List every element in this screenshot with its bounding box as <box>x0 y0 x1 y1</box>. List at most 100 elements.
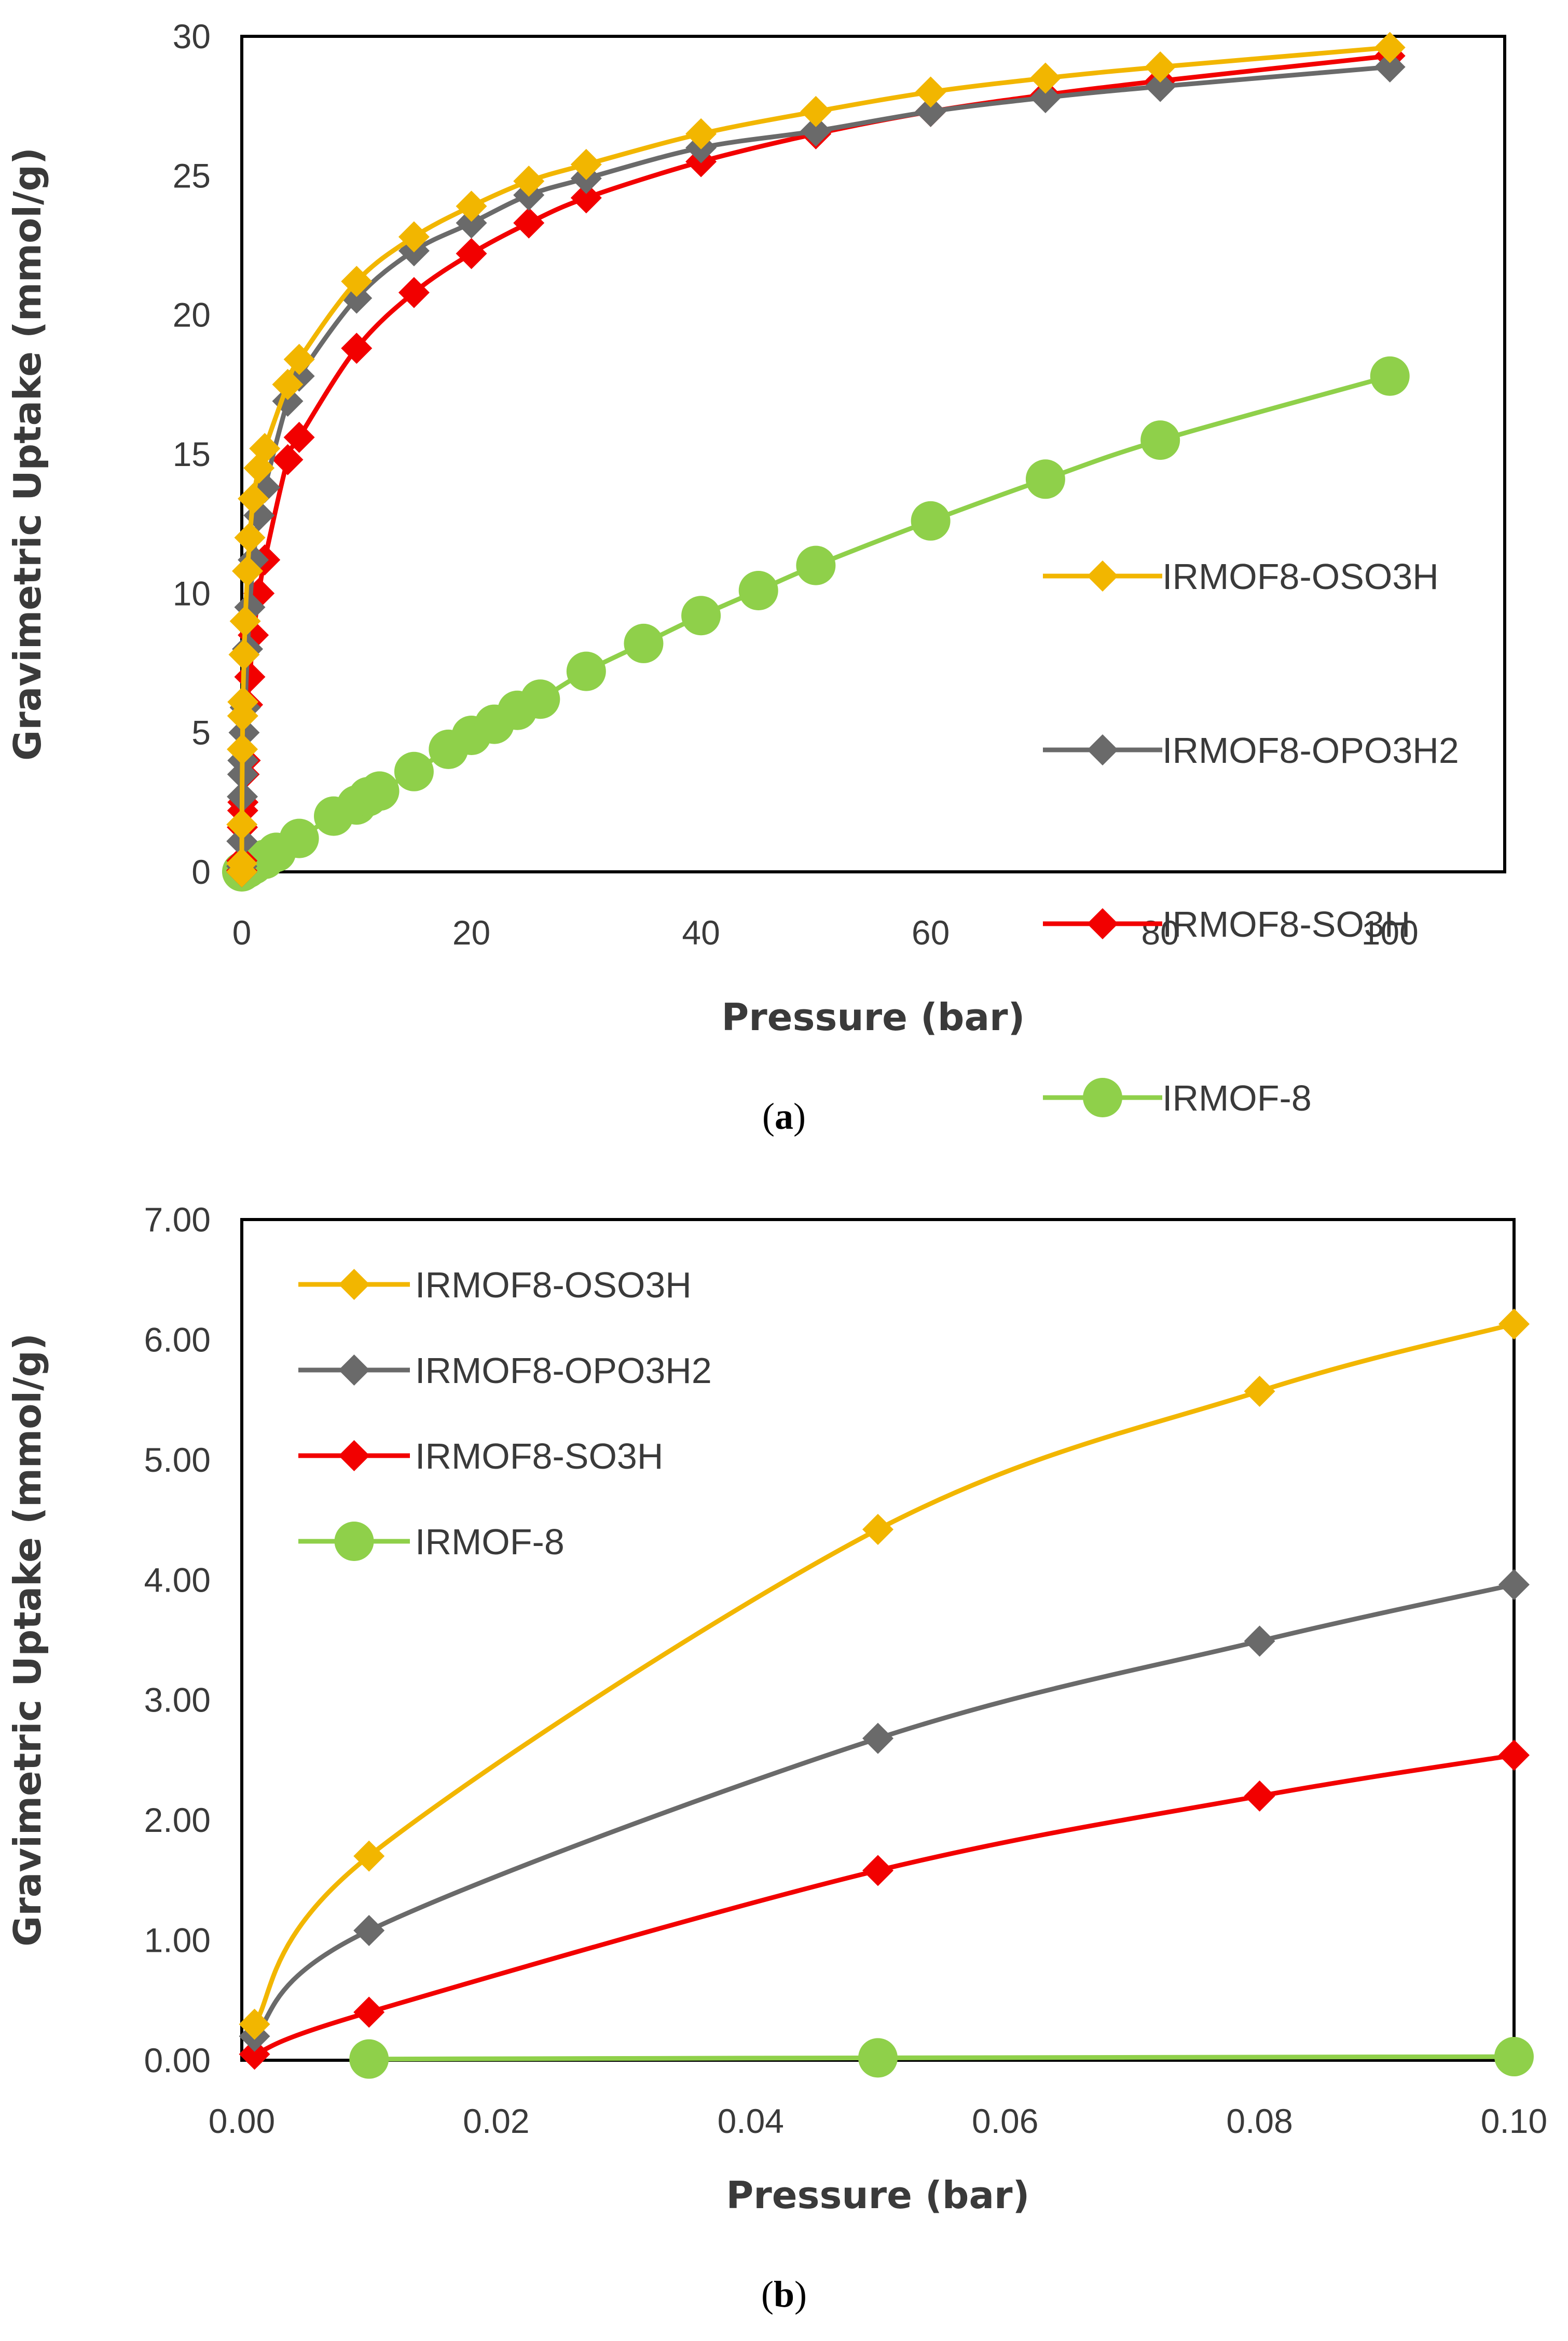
caption-letter: b <box>774 2274 794 2315</box>
series-irmof8-so3h <box>239 1740 1530 2070</box>
x-tick-label: 0.02 <box>463 2102 529 2140</box>
legend-label: IRMOF8-SO3H <box>1162 904 1410 944</box>
data-point <box>234 661 266 693</box>
series-line <box>252 1582 1517 2039</box>
data-point <box>681 596 721 636</box>
legend-label: IRMOF8-OPO3H2 <box>415 1350 712 1391</box>
data-point <box>283 421 315 453</box>
legend-label: IRMOF8-OSO3H <box>1162 556 1439 597</box>
x-tick-label: 0.06 <box>972 2102 1038 2140</box>
data-point <box>570 148 602 180</box>
data-point <box>915 95 946 127</box>
data-point <box>360 771 400 811</box>
legend-label: IRMOF8-OPO3H2 <box>1162 730 1459 771</box>
legend-marker <box>338 1440 370 1471</box>
data-point <box>796 545 836 585</box>
data-point <box>1244 1375 1275 1407</box>
x-tick-label: 40 <box>682 913 720 952</box>
data-point <box>234 522 266 553</box>
legend-item: IRMOF8-SO3H <box>1043 904 1410 944</box>
data-point <box>915 76 946 108</box>
y-axis-title: Gravimetric Uptake (mmol/g) <box>6 1333 49 1947</box>
data-point <box>624 623 664 663</box>
data-point <box>341 333 373 364</box>
y-tick-label: 15 <box>173 435 211 473</box>
data-point <box>862 1855 893 1886</box>
legend-label: IRMOF-8 <box>415 1522 565 1562</box>
legend: IRMOF8-OSO3H IRMOF8-OPO3H2 IRMOF8-SO3H IRMO… <box>1043 556 1459 1118</box>
caption-close: ) <box>793 1096 806 1137</box>
data-point <box>227 686 259 718</box>
legend-label: IRMOF8-OSO3H <box>415 1265 692 1305</box>
data-point <box>283 344 315 375</box>
plot-frame <box>240 35 1506 873</box>
chart-b: 0.00 1.00 2.00 3.00 4.00 5.00 6.00 7.00 0.00 0.02… <box>6 1200 1547 2315</box>
data-point <box>1029 82 1061 114</box>
data-point <box>228 639 260 670</box>
caption-open: ( <box>761 2274 774 2315</box>
x-tick-label: 80 <box>1141 913 1179 952</box>
y-tick-label: 10 <box>173 574 211 612</box>
legend-item: IRMOF-8 <box>1043 1078 1312 1118</box>
data-point <box>1374 51 1406 83</box>
data-point <box>862 1722 893 1754</box>
data-point <box>513 207 545 239</box>
figure-caption: (a) <box>762 1096 806 1137</box>
legend-marker <box>1087 908 1118 939</box>
legend-marker <box>1087 734 1118 765</box>
data-point <box>456 207 487 239</box>
legend-marker <box>1087 560 1118 592</box>
caption-letter: a <box>775 1096 793 1137</box>
data-point <box>353 1996 385 2028</box>
data-point <box>862 1514 893 1545</box>
data-point <box>349 2039 389 2079</box>
data-point <box>226 809 258 840</box>
data-point <box>1494 2037 1534 2077</box>
data-point <box>272 444 304 475</box>
x-axis-title: Pressure (bar) <box>722 995 1025 1039</box>
x-axis-title: Pressure (bar) <box>726 2173 1030 2217</box>
data-point <box>272 368 304 400</box>
legend-label: IRMOF-8 <box>1162 1078 1312 1118</box>
y-tick-label: 5 <box>191 714 211 752</box>
data-point <box>227 733 258 765</box>
series-line <box>239 374 1393 874</box>
legend-item: IRMOF8-OPO3H2 <box>298 1350 712 1391</box>
data-point <box>570 182 602 214</box>
data-point <box>911 501 951 541</box>
legend-marker <box>338 1269 370 1300</box>
caption-close: ) <box>794 2274 807 2315</box>
series-irmof-8 <box>222 356 1410 892</box>
data-point <box>800 115 832 147</box>
data-point <box>238 483 269 514</box>
y-tick-label: 25 <box>173 156 211 195</box>
legend: IRMOF8-OSO3H IRMOF8-OPO3H2 IRMOF8-SO3H IRMO… <box>298 1265 712 1562</box>
legend-item: IRMOF8-SO3H <box>298 1436 663 1476</box>
data-point <box>249 433 281 464</box>
data-point <box>1498 1569 1530 1600</box>
data-point <box>520 679 560 719</box>
data-point <box>398 277 430 308</box>
legend-marker <box>1083 1078 1122 1117</box>
series-line <box>252 1321 1517 2027</box>
x-tick-label: 0.00 <box>209 2102 275 2140</box>
x-tick-label: 0.10 <box>1481 2102 1547 2140</box>
data-point <box>232 555 264 587</box>
series-irmof-8 <box>349 2037 1534 2079</box>
data-point <box>229 606 261 637</box>
data-point <box>239 2008 270 2040</box>
data-point <box>279 818 319 858</box>
data-point <box>685 118 717 149</box>
caption-open: ( <box>762 1096 775 1137</box>
series-irmof8-opo3h2 <box>239 1569 1530 2052</box>
data-point <box>738 570 778 610</box>
data-point <box>226 847 258 879</box>
data-point <box>239 2038 270 2070</box>
data-point <box>1498 1740 1530 1771</box>
legend-item: IRMOF-8 <box>298 1522 565 1562</box>
y-tick-label: 5.00 <box>144 1441 211 1479</box>
data-point <box>1025 459 1065 499</box>
data-point <box>394 751 434 791</box>
y-tick-label: 30 <box>173 17 211 56</box>
y-axis-title: Gravimetric Uptake (mmol/g) <box>6 147 49 761</box>
